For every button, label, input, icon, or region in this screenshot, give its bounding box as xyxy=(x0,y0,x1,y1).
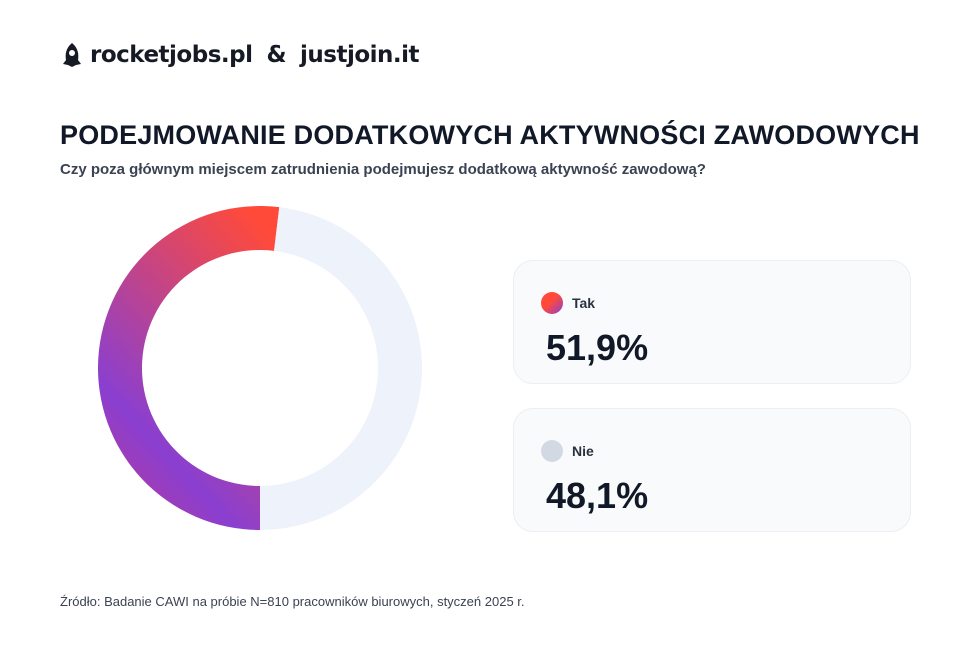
source-note: Źródło: Badanie CAWI na próbie N=810 pra… xyxy=(60,594,525,609)
subtitle: Czy poza głównym miejscem zatrudnienia p… xyxy=(60,161,706,178)
rocket-icon xyxy=(63,43,81,67)
legend-card-nie: Nie 48,1% xyxy=(513,408,911,532)
donut-slice-nie xyxy=(260,207,422,530)
brand-justjoin: justjoin.it xyxy=(300,42,420,68)
legend-value: 48,1% xyxy=(546,475,649,516)
legend-label: Nie xyxy=(572,443,594,459)
legend-swatch-nie xyxy=(541,440,563,462)
page-title: PODEJMOWANIE DODATKOWYCH AKTYWNOŚCI ZAWO… xyxy=(60,120,920,150)
legend-value: 51,9% xyxy=(546,327,649,368)
legend-card-tak: Tak 51,9% xyxy=(513,260,911,384)
brand-ampersand: & xyxy=(266,42,287,68)
brand-rocketjobs: rocketjobs.pl xyxy=(90,42,253,68)
legend-label: Tak xyxy=(572,295,596,311)
donut-slice-tak xyxy=(98,206,280,530)
logo: rocketjobs.pl & justjoin.it xyxy=(60,42,420,68)
legend-swatch-tak xyxy=(541,292,563,314)
donut-chart xyxy=(98,206,422,530)
